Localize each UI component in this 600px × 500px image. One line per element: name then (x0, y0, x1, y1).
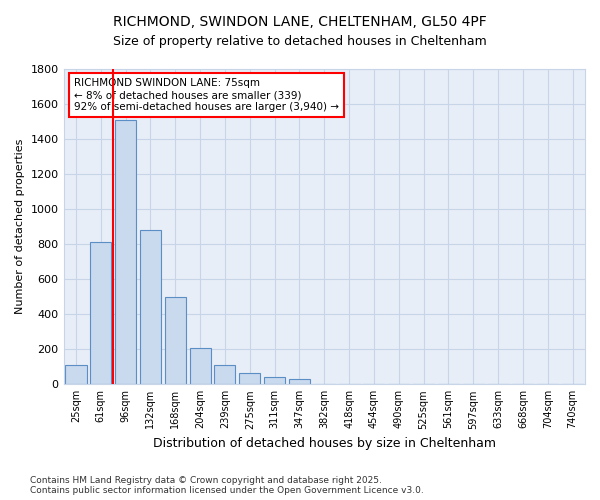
X-axis label: Distribution of detached houses by size in Cheltenham: Distribution of detached houses by size … (153, 437, 496, 450)
Bar (239, 373, 260, 384)
Bar (289, 379, 310, 384)
Bar (214, 365, 235, 384)
Text: Size of property relative to detached houses in Cheltenham: Size of property relative to detached ho… (113, 35, 487, 48)
Bar (190, 348, 211, 385)
Bar (115, 120, 136, 384)
Text: RICHMOND SWINDON LANE: 75sqm
← 8% of detached houses are smaller (339)
92% of se: RICHMOND SWINDON LANE: 75sqm ← 8% of det… (74, 78, 339, 112)
Text: RICHMOND, SWINDON LANE, CHELTENHAM, GL50 4PF: RICHMOND, SWINDON LANE, CHELTENHAM, GL50… (113, 15, 487, 29)
Bar (90, 242, 112, 384)
Y-axis label: Number of detached properties: Number of detached properties (15, 139, 25, 314)
Bar (65, 365, 86, 384)
Bar (165, 296, 186, 384)
Bar (140, 230, 161, 384)
Text: Contains HM Land Registry data © Crown copyright and database right 2025.
Contai: Contains HM Land Registry data © Crown c… (30, 476, 424, 495)
Bar (264, 378, 285, 384)
